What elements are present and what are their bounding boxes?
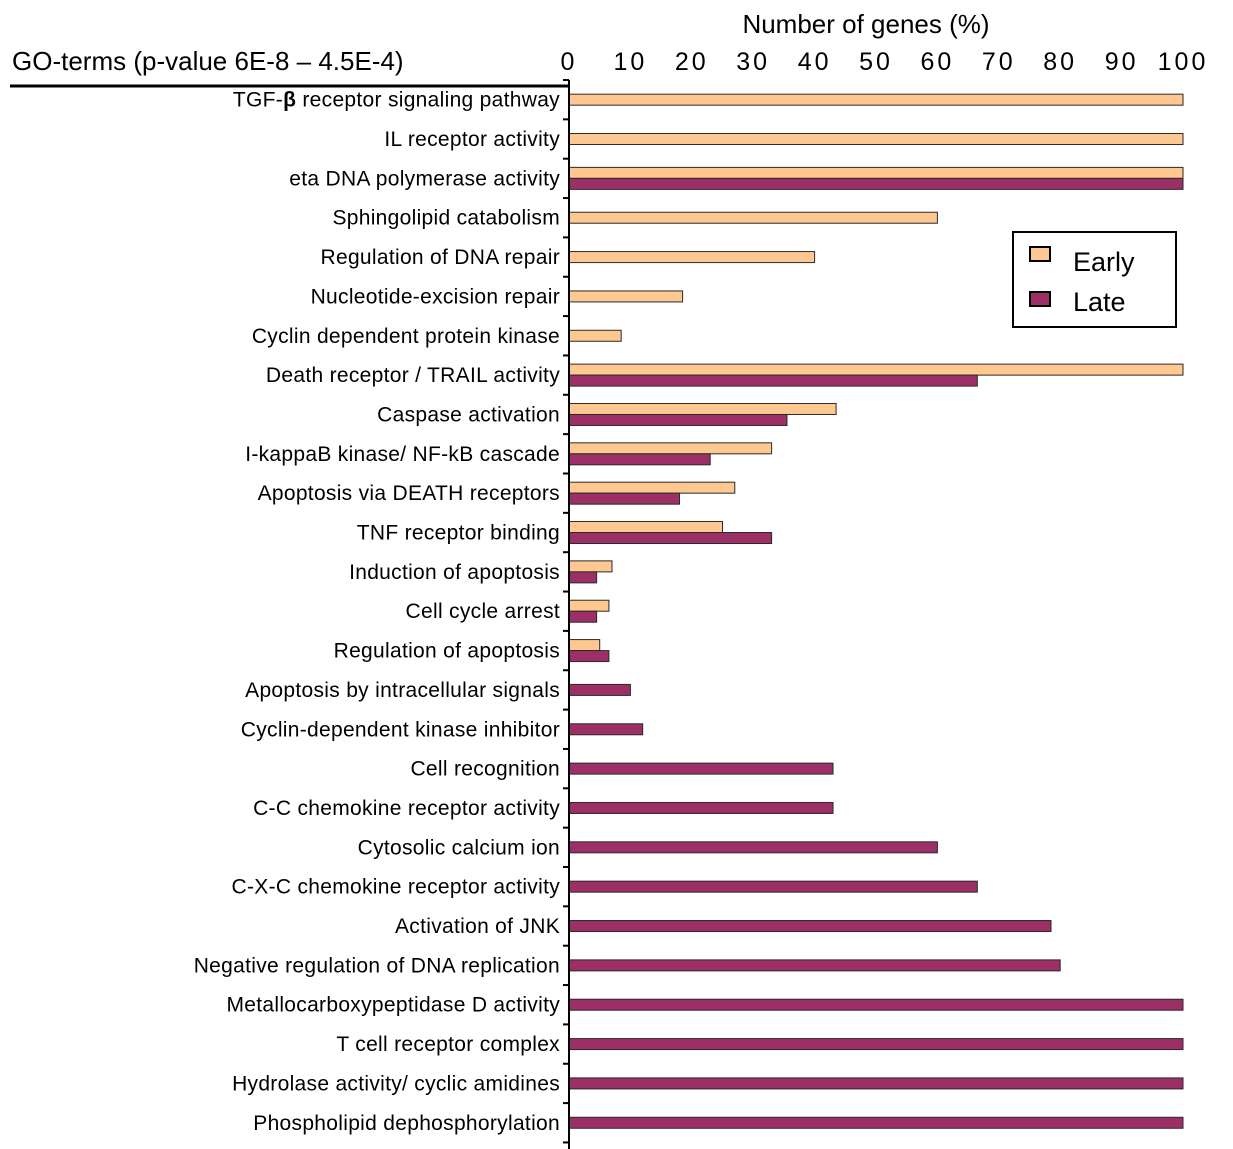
- category-label: Activation of JNK: [395, 915, 560, 938]
- bar-late: [568, 1038, 1184, 1051]
- bar-early: [568, 290, 684, 303]
- bar-late: [568, 650, 610, 663]
- x-tick-label: 0: [561, 48, 578, 76]
- bar-late: [568, 413, 788, 426]
- category-label: Death receptor / TRAIL activity: [266, 364, 560, 387]
- category-label: Induction of apoptosis: [349, 561, 560, 584]
- bar-late: [568, 571, 598, 584]
- bar-late: [568, 177, 1184, 190]
- category-label: IL receptor activity: [384, 128, 560, 151]
- x-tick-label: 20: [675, 48, 709, 76]
- category-label: Cell recognition: [410, 758, 560, 781]
- legend-swatch: [1029, 291, 1051, 307]
- bar-late: [568, 453, 711, 466]
- bar-early: [568, 133, 1184, 146]
- x-tick-label: 10: [613, 48, 647, 76]
- bar-early: [568, 363, 1184, 376]
- x-tick-label: 90: [1105, 48, 1139, 76]
- bar-late: [568, 723, 644, 736]
- bar-early: [568, 93, 1184, 106]
- category-label: I-kappaB kinase/ NF-kB cascade: [245, 443, 560, 466]
- x-tick-label: 60: [920, 48, 954, 76]
- x-tick-label: 30: [736, 48, 770, 76]
- category-label: Caspase activation: [377, 403, 560, 426]
- bar-late: [568, 1077, 1184, 1090]
- category-label: Cell cycle arrest: [406, 600, 560, 623]
- x-tick-label: 70: [982, 48, 1016, 76]
- bar-late: [568, 762, 834, 775]
- bar-late: [568, 880, 978, 893]
- category-label: Cytosolic calcium ion: [358, 836, 560, 859]
- bar-early: [568, 521, 723, 534]
- category-label: Cyclin dependent protein kinase: [252, 325, 560, 348]
- category-label: Hydrolase activity/ cyclic amidines: [232, 1072, 560, 1095]
- bar-early: [568, 329, 622, 342]
- bar-late: [568, 492, 681, 505]
- category-label: Regulation of apoptosis: [334, 640, 560, 663]
- bar-late: [568, 841, 938, 854]
- category-label: Sphingolipid catabolism: [332, 207, 560, 230]
- bar-late: [568, 801, 834, 814]
- x-tick-label: 100: [1158, 48, 1209, 76]
- legend: Early Late: [1012, 231, 1177, 328]
- category-label: C-C chemokine receptor activity: [253, 797, 560, 820]
- row-header: GO-terms (p-value 6E-8 – 4.5E-4): [12, 46, 404, 76]
- category-label: Apoptosis via DEATH receptors: [258, 482, 560, 505]
- bars: [563, 79, 1184, 1144]
- bar-late: [568, 1116, 1184, 1129]
- category-label: Nucleotide-excision repair: [311, 285, 560, 308]
- bar-early: [568, 560, 613, 573]
- x-axis-title: Number of genes (%): [742, 9, 989, 39]
- category-label: Phospholipid dephosphorylation: [253, 1112, 560, 1135]
- category-label: Cyclin-dependent kinase inhibitor: [241, 718, 560, 741]
- bar-early: [568, 639, 601, 652]
- legend-swatch: [1029, 246, 1051, 262]
- category-labels: TGF-β receptor signaling pathway IL recep…: [194, 89, 560, 1135]
- bar-late: [568, 610, 598, 623]
- x-tick-label: 80: [1043, 48, 1077, 76]
- x-tick-label: 50: [859, 48, 893, 76]
- bar-early: [568, 599, 610, 612]
- bar-early: [568, 402, 837, 415]
- category-label: Apoptosis by intracellular signals: [245, 679, 560, 702]
- category-label: T cell receptor complex: [336, 1033, 560, 1056]
- bar-early: [568, 211, 938, 224]
- category-label: Negative regulation of DNA replication: [194, 954, 560, 977]
- legend-label: Early: [1073, 247, 1135, 277]
- legend-label: Late: [1073, 287, 1126, 317]
- bar-early: [568, 481, 736, 494]
- category-label: C-X-C chemokine receptor activity: [232, 876, 561, 899]
- category-label: TGF-β receptor signaling pathway: [233, 89, 560, 112]
- category-label: Regulation of DNA repair: [321, 246, 561, 269]
- x-tick-label: 40: [798, 48, 832, 76]
- bar-late: [568, 959, 1061, 972]
- bar-early: [568, 166, 1184, 179]
- bar-early: [568, 251, 816, 264]
- category-label: eta DNA polymerase activity: [289, 167, 560, 190]
- bar-late: [568, 920, 1052, 933]
- x-axis-ticks: 0 10 20 30 40 50 60 70 80 90 100: [561, 48, 1209, 76]
- category-label: Metallocarboxypeptidase D activity: [226, 994, 560, 1017]
- bar-late: [568, 683, 631, 696]
- bar-early: [568, 442, 773, 455]
- bar-late: [568, 374, 978, 387]
- bar-late: [568, 998, 1184, 1011]
- category-label: TNF receptor binding: [357, 522, 560, 545]
- bar-late: [568, 532, 773, 545]
